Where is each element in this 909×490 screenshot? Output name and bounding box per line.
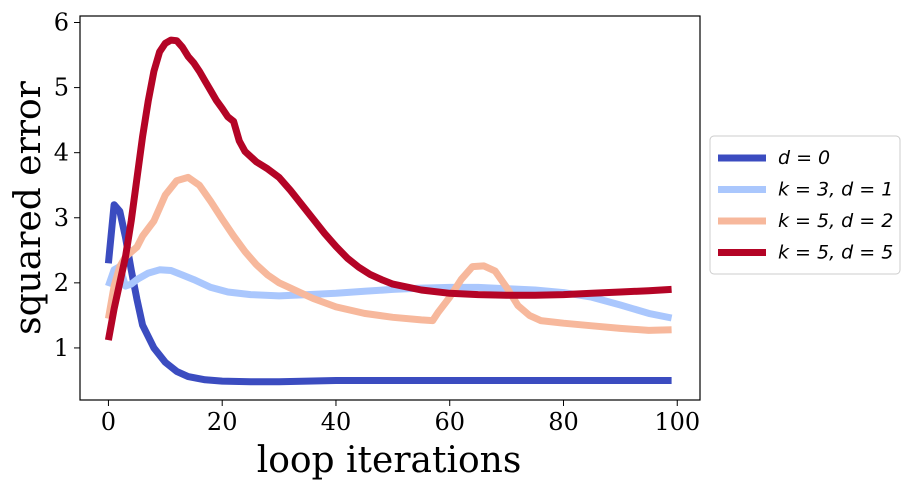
series-line-4 xyxy=(104,36,672,341)
y-tick-label: 3 xyxy=(54,204,69,232)
y-tick-label: 2 xyxy=(54,269,69,297)
y-tick-label: 6 xyxy=(54,9,69,37)
y-tick-label: 4 xyxy=(54,139,69,167)
x-tick-label: 0 xyxy=(101,408,116,436)
legend-label: d = 0 xyxy=(778,147,830,169)
series-layer xyxy=(104,36,673,386)
series-line-2 xyxy=(105,263,673,322)
y-axis-label: squared error xyxy=(8,80,49,335)
y-tick-label: 5 xyxy=(54,74,69,102)
x-tick-label: 80 xyxy=(548,408,579,436)
legend: d = 0 k = 3, d = 1 k = 5, d = 2 k = 5, d = … xyxy=(709,135,901,275)
series-line-3 xyxy=(104,173,672,334)
x-tick-label: 60 xyxy=(434,408,465,436)
y-tick-label: 1 xyxy=(54,334,69,362)
legend-label: k = 5, d = 5 xyxy=(778,242,893,264)
legend-label: k = 3, d = 1 xyxy=(778,179,893,201)
x-tick-label: 20 xyxy=(207,408,238,436)
legend-frame xyxy=(709,135,901,275)
legend-label: k = 5, d = 2 xyxy=(778,210,893,232)
x-tick-label: 100 xyxy=(654,408,700,436)
y-axis-ticks: 1 2 3 4 5 6 xyxy=(54,9,80,362)
x-axis-ticks: 0 20 40 60 80 100 xyxy=(101,400,700,436)
x-axis-label: loop iterations xyxy=(257,440,522,481)
plot-frame xyxy=(79,15,701,401)
x-tick-label: 40 xyxy=(321,408,352,436)
